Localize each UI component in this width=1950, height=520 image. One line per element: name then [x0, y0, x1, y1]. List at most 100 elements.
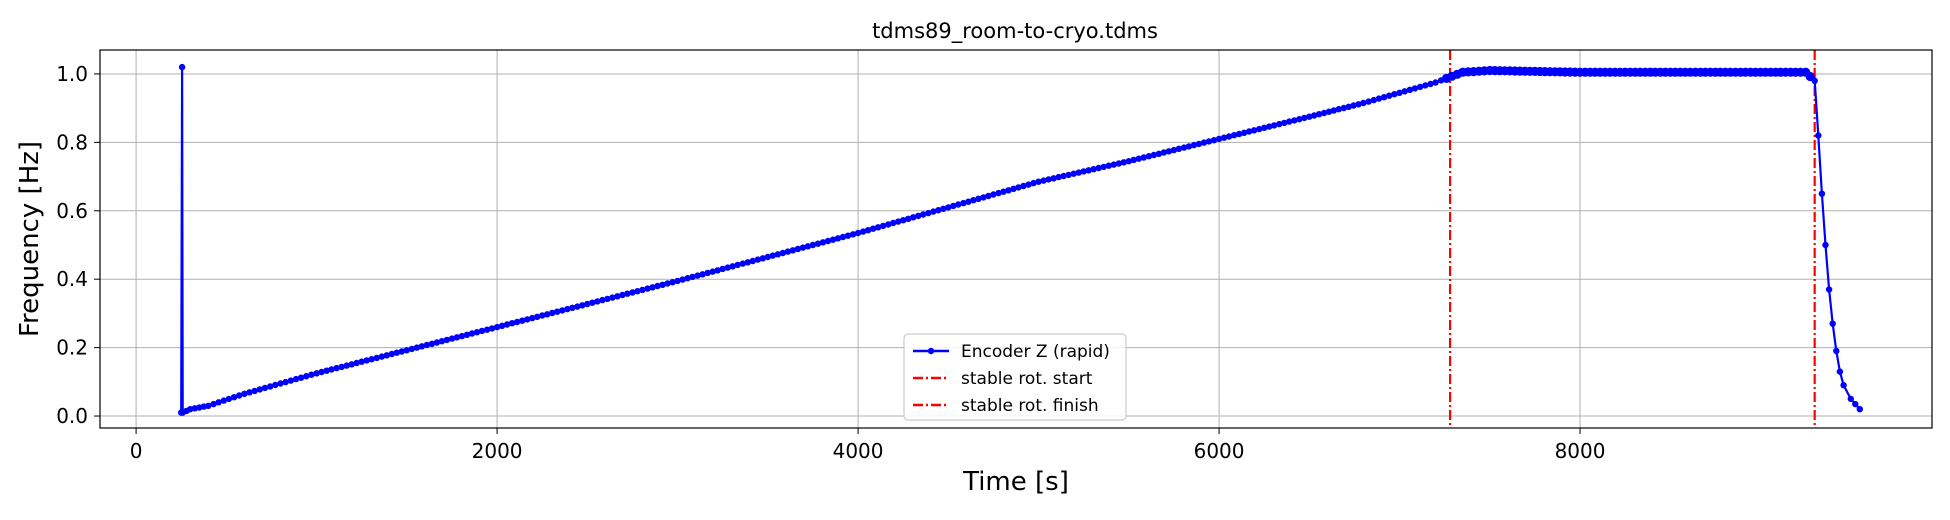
data-point [478, 327, 486, 335]
data-point [423, 341, 431, 349]
data-point [210, 400, 217, 408]
data-point [684, 275, 691, 282]
data-point [1370, 96, 1378, 104]
data-point [879, 222, 887, 230]
data-point [1256, 125, 1263, 133]
data-point [905, 215, 912, 222]
data-point [1005, 187, 1012, 194]
data-point [318, 368, 325, 376]
data-point [584, 300, 591, 308]
data-point [246, 389, 253, 396]
data-point [895, 218, 902, 225]
data-point [215, 399, 222, 406]
data-point [1130, 156, 1138, 164]
data-point [1160, 149, 1168, 156]
y-tick-label: 1.0 [56, 62, 88, 86]
data-point [353, 359, 360, 367]
data-point [493, 323, 501, 331]
data-point [664, 280, 671, 287]
data-point [1100, 163, 1107, 171]
data-point [769, 252, 776, 259]
data-point [1080, 168, 1087, 175]
data-point [819, 239, 827, 246]
data-point [869, 225, 877, 232]
data-point [554, 308, 561, 315]
data-point [824, 237, 832, 245]
data-point [714, 267, 721, 274]
data-point [277, 380, 284, 387]
data-point [789, 247, 797, 254]
data-point [1070, 170, 1077, 177]
y-tick-label: 0.6 [56, 199, 88, 223]
data-point [644, 285, 651, 292]
data-point [1396, 89, 1403, 97]
data-point [508, 320, 516, 327]
data-point [363, 357, 370, 364]
data-point [297, 374, 305, 381]
data-point [609, 294, 616, 301]
data-point [1818, 190, 1826, 197]
data-point [965, 198, 972, 205]
data-point [373, 354, 380, 362]
data-point [1815, 132, 1822, 139]
data-point [1145, 153, 1153, 160]
data-point [1271, 122, 1278, 129]
data-point [256, 386, 264, 393]
data-point [854, 229, 862, 237]
data-point [980, 194, 987, 201]
data-point [1090, 166, 1097, 173]
data-point [629, 289, 636, 296]
data-point [849, 231, 857, 238]
data-point [378, 353, 385, 360]
legend-item-stable-start: stable rot. start [913, 369, 1093, 389]
data-point [1150, 151, 1158, 159]
data-point [739, 260, 746, 267]
data-point [1301, 114, 1308, 122]
data-point [448, 335, 456, 342]
data-point [1115, 160, 1123, 167]
data-point [1375, 95, 1383, 102]
data-point [1135, 155, 1143, 162]
data-point [1401, 88, 1408, 95]
data-point [1291, 117, 1298, 124]
data-point [995, 189, 1002, 197]
y-tick-label: 0.2 [56, 336, 88, 360]
data-point [393, 349, 400, 356]
data-point [1391, 91, 1398, 98]
data-point [930, 208, 937, 215]
data-point [960, 199, 967, 207]
data-point [1245, 128, 1253, 135]
data-point [774, 251, 782, 258]
data-point [935, 207, 942, 214]
data-point [1296, 116, 1303, 123]
data-point [1205, 138, 1213, 145]
data-point [1015, 184, 1022, 191]
data-point [1432, 79, 1439, 86]
data-point [794, 245, 802, 253]
legend-label-stable-start: stable rot. start [961, 369, 1093, 389]
data-point [1230, 132, 1238, 139]
data-point [910, 214, 917, 221]
data-point [704, 269, 711, 277]
data-point [178, 63, 186, 71]
data-point [1165, 148, 1173, 155]
data-point [1825, 286, 1833, 293]
data-point [1380, 94, 1388, 101]
data-point [503, 321, 511, 328]
data-point [749, 257, 756, 265]
data-point [689, 273, 696, 281]
data-point [368, 356, 375, 363]
data-point [282, 378, 289, 386]
data-point [1311, 112, 1318, 119]
data-point [313, 370, 320, 377]
data-point [719, 265, 726, 273]
data-point [724, 264, 731, 271]
x-axis: 0 2000 4000 6000 8000 [130, 428, 1605, 463]
data-point [1411, 85, 1419, 92]
data-point [236, 392, 243, 399]
data-point [885, 221, 892, 228]
data-point [1856, 406, 1864, 413]
data-point [1266, 123, 1273, 130]
